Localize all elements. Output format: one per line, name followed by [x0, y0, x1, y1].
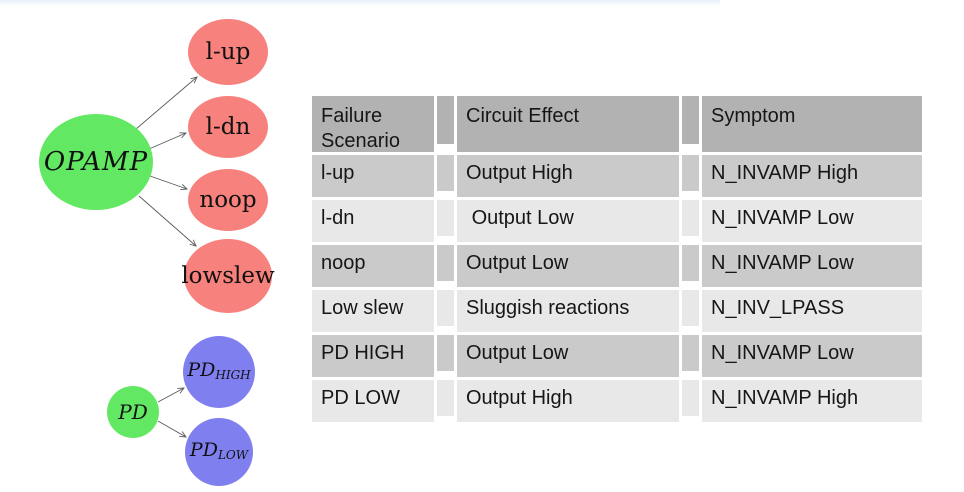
table-row-scenario: l-up — [312, 155, 434, 197]
node-l-up-ellipse — [188, 19, 268, 85]
edge-opamp-lowslew — [138, 195, 197, 247]
table-row-symptom: N_INVAMP High — [702, 155, 922, 197]
row-spacer — [682, 290, 699, 326]
node-opamp-label: OPAMP — [44, 147, 148, 177]
node-pd-high-circle — [183, 336, 255, 408]
row-spacer — [437, 245, 454, 281]
table-row-symptom: N_INVAMP High — [702, 380, 922, 422]
edge-opamp-lup — [135, 76, 198, 130]
node-l-dn-ellipse — [188, 96, 268, 158]
opamp-edges — [135, 76, 198, 247]
node-noop: noop — [188, 169, 268, 231]
table-row-effect: Sluggish reactions — [457, 290, 679, 332]
header-spacer-1 — [437, 96, 454, 144]
header-spacer-2 — [682, 96, 699, 144]
col-header-failure-scenario: Failure Scenario — [312, 96, 434, 152]
table-row-scenario: noop — [312, 245, 434, 287]
edge-pd-pdlow — [157, 420, 187, 438]
row-spacer — [437, 380, 454, 416]
node-l-dn-label: l-dn — [206, 114, 251, 140]
node-pd-label: PD — [117, 400, 148, 424]
table-row-symptom: N_INVAMP Low — [702, 335, 922, 377]
row-spacer — [437, 335, 454, 371]
node-pd: PD — [107, 386, 159, 438]
node-pd-low-label: PDLOW — [189, 439, 250, 462]
node-pd-low: PDLOW — [185, 418, 253, 486]
row-spacer — [682, 245, 699, 281]
node-lowslew-label: lowslew — [181, 263, 275, 289]
node-l-up-label: l-up — [206, 39, 251, 65]
row-spacer — [437, 200, 454, 236]
table-row-symptom: N_INV_LPASS — [702, 290, 922, 332]
node-noop-ellipse — [188, 169, 268, 231]
row-spacer — [682, 155, 699, 191]
node-l-up: l-up — [188, 19, 268, 85]
table-row-effect: Output Low — [457, 335, 679, 377]
fault-tree-diagram: OPAMP l-up l-dn noop lowslew — [39, 19, 275, 486]
node-lowslew: lowslew — [181, 239, 275, 313]
table-row-scenario: PD LOW — [312, 380, 434, 422]
node-lowslew-ellipse — [184, 239, 272, 313]
pd-edges — [157, 387, 187, 438]
table-row-effect: Output High — [457, 155, 679, 197]
row-spacer — [437, 290, 454, 326]
table-row-symptom: N_INVAMP Low — [702, 245, 922, 287]
col-header-circuit-effect: Circuit Effect — [457, 96, 679, 152]
col-header-symptom: Symptom — [702, 96, 922, 152]
node-pd-low-circle — [185, 418, 253, 486]
edge-opamp-noop — [149, 175, 188, 191]
node-pd-high-label: PDHIGH — [186, 359, 251, 382]
table-row-symptom: N_INVAMP Low — [702, 200, 922, 242]
table-row-scenario: PD HIGH — [312, 335, 434, 377]
node-noop-label: noop — [199, 187, 256, 213]
row-spacer — [682, 335, 699, 371]
node-opamp-ellipse — [39, 114, 153, 210]
edge-pd-pdhigh — [157, 387, 185, 403]
edge-opamp-ldn — [148, 132, 187, 150]
row-spacer — [682, 380, 699, 416]
table-row-scenario: Low slew — [312, 290, 434, 332]
row-spacer — [437, 155, 454, 191]
node-l-dn: l-dn — [188, 96, 268, 158]
table-row-effect: Output Low — [457, 200, 679, 242]
table-row-effect: Output Low — [457, 245, 679, 287]
node-pd-circle — [107, 386, 159, 438]
node-opamp: OPAMP — [39, 114, 153, 210]
table-row-effect: Output High — [457, 380, 679, 422]
node-pd-high: PDHIGH — [183, 336, 255, 408]
table-row-scenario: l-dn — [312, 200, 434, 242]
failure-scenario-table: Failure Scenario Circuit Effect Symptom … — [312, 96, 922, 422]
row-spacer — [682, 200, 699, 236]
